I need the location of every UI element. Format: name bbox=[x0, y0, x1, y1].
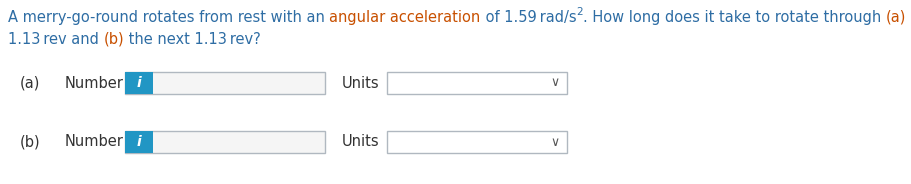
Text: i: i bbox=[137, 135, 141, 149]
Text: 2: 2 bbox=[576, 7, 582, 17]
Text: angular acceleration: angular acceleration bbox=[329, 10, 480, 25]
Text: Units: Units bbox=[342, 75, 379, 91]
Text: (b): (b) bbox=[103, 32, 124, 47]
Text: (b): (b) bbox=[20, 135, 41, 149]
Text: the first: the first bbox=[906, 10, 911, 25]
Text: of 1.59 rad/s: of 1.59 rad/s bbox=[480, 10, 576, 25]
Text: ∨: ∨ bbox=[550, 77, 559, 89]
Text: Number: Number bbox=[65, 75, 124, 91]
Text: Units: Units bbox=[342, 135, 379, 149]
Text: Number: Number bbox=[65, 135, 124, 149]
Text: . How long does it take to rotate through: . How long does it take to rotate throug… bbox=[582, 10, 885, 25]
Text: 1.13 rev and: 1.13 rev and bbox=[8, 32, 103, 47]
Bar bbox=[386, 131, 567, 153]
Bar bbox=[125, 131, 153, 153]
Text: the next 1.13 rev?: the next 1.13 rev? bbox=[124, 32, 261, 47]
Text: A merry-go-round rotates from rest with an: A merry-go-round rotates from rest with … bbox=[8, 10, 329, 25]
Text: ∨: ∨ bbox=[550, 135, 559, 148]
Bar bbox=[125, 131, 324, 153]
Text: (a): (a) bbox=[885, 10, 906, 25]
Text: i: i bbox=[137, 76, 141, 90]
Bar bbox=[125, 72, 153, 94]
Text: (a): (a) bbox=[20, 75, 40, 91]
Bar bbox=[125, 72, 324, 94]
Bar bbox=[386, 72, 567, 94]
